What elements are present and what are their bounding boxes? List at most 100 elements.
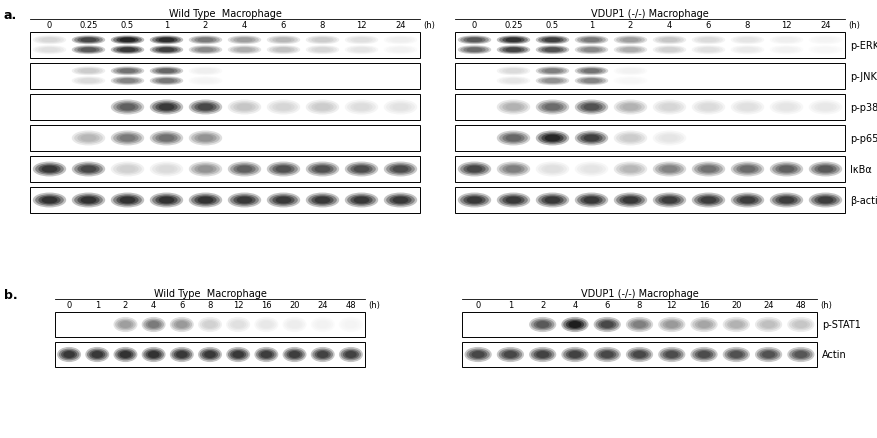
Ellipse shape <box>120 352 131 357</box>
Ellipse shape <box>82 70 96 73</box>
Ellipse shape <box>584 39 599 42</box>
Text: (h): (h) <box>423 21 435 30</box>
Ellipse shape <box>467 167 481 172</box>
Ellipse shape <box>192 79 219 84</box>
Ellipse shape <box>530 348 556 361</box>
Ellipse shape <box>288 351 302 358</box>
Ellipse shape <box>118 104 138 111</box>
Text: 6: 6 <box>604 300 610 309</box>
Ellipse shape <box>731 37 764 44</box>
Ellipse shape <box>42 49 57 52</box>
Text: 24: 24 <box>763 300 774 309</box>
Ellipse shape <box>312 39 333 43</box>
Ellipse shape <box>581 166 602 173</box>
Ellipse shape <box>702 167 716 172</box>
Ellipse shape <box>702 39 716 42</box>
Text: 0.25: 0.25 <box>504 21 523 30</box>
Ellipse shape <box>815 104 836 111</box>
Ellipse shape <box>116 350 135 360</box>
Ellipse shape <box>473 352 484 357</box>
Ellipse shape <box>624 167 638 172</box>
Ellipse shape <box>815 49 836 53</box>
Text: p-ERK: p-ERK <box>850 41 877 51</box>
Ellipse shape <box>231 165 258 175</box>
Ellipse shape <box>537 68 568 75</box>
Ellipse shape <box>459 37 490 44</box>
Ellipse shape <box>306 37 339 44</box>
Ellipse shape <box>118 79 138 84</box>
Ellipse shape <box>698 49 719 53</box>
Ellipse shape <box>663 321 681 328</box>
Ellipse shape <box>693 163 724 177</box>
Ellipse shape <box>538 69 566 74</box>
Ellipse shape <box>257 350 276 360</box>
Ellipse shape <box>660 49 680 53</box>
Ellipse shape <box>569 352 581 357</box>
Ellipse shape <box>537 37 568 44</box>
Ellipse shape <box>384 47 417 54</box>
Ellipse shape <box>384 163 417 177</box>
Ellipse shape <box>578 134 605 144</box>
Ellipse shape <box>461 165 488 175</box>
Ellipse shape <box>793 321 809 328</box>
Ellipse shape <box>153 195 180 205</box>
Text: 12: 12 <box>667 300 677 309</box>
Text: Actin: Actin <box>822 350 847 360</box>
Ellipse shape <box>584 136 599 141</box>
Text: 48: 48 <box>346 300 356 309</box>
Ellipse shape <box>545 198 560 203</box>
Ellipse shape <box>615 37 646 44</box>
Ellipse shape <box>270 102 297 113</box>
Ellipse shape <box>756 348 781 361</box>
Text: VDUP1 (-/-) Macrophage: VDUP1 (-/-) Macrophage <box>591 9 709 19</box>
Ellipse shape <box>695 165 722 175</box>
Ellipse shape <box>545 167 560 172</box>
Ellipse shape <box>624 70 638 73</box>
Ellipse shape <box>545 39 560 42</box>
Ellipse shape <box>114 48 141 53</box>
Ellipse shape <box>33 37 66 44</box>
Ellipse shape <box>780 39 794 42</box>
Ellipse shape <box>564 350 586 360</box>
Ellipse shape <box>581 135 602 142</box>
Ellipse shape <box>581 104 602 111</box>
Ellipse shape <box>198 80 213 83</box>
Ellipse shape <box>567 351 583 358</box>
Ellipse shape <box>538 165 566 175</box>
Ellipse shape <box>758 350 780 360</box>
Ellipse shape <box>537 47 568 54</box>
Ellipse shape <box>61 351 76 358</box>
Ellipse shape <box>629 350 651 360</box>
Ellipse shape <box>660 320 683 330</box>
Ellipse shape <box>306 47 339 54</box>
Ellipse shape <box>660 39 680 43</box>
Ellipse shape <box>624 49 638 52</box>
Ellipse shape <box>82 49 96 52</box>
Ellipse shape <box>393 39 408 42</box>
Ellipse shape <box>192 102 219 113</box>
Ellipse shape <box>506 198 521 203</box>
Ellipse shape <box>790 320 812 330</box>
Ellipse shape <box>118 321 132 328</box>
Text: 2: 2 <box>540 300 545 309</box>
Ellipse shape <box>203 321 217 328</box>
Ellipse shape <box>114 79 141 84</box>
Ellipse shape <box>620 166 641 173</box>
Bar <box>30 126 420 152</box>
Ellipse shape <box>393 198 408 203</box>
Ellipse shape <box>114 165 141 175</box>
Ellipse shape <box>771 47 802 54</box>
Ellipse shape <box>773 48 800 53</box>
Ellipse shape <box>542 79 563 84</box>
Ellipse shape <box>153 102 180 113</box>
Ellipse shape <box>170 348 193 361</box>
Ellipse shape <box>39 166 60 173</box>
Text: 1: 1 <box>588 21 594 30</box>
Ellipse shape <box>617 38 644 43</box>
Text: 1: 1 <box>95 300 100 309</box>
Ellipse shape <box>238 167 252 172</box>
Text: 2: 2 <box>203 21 208 30</box>
Ellipse shape <box>229 37 260 44</box>
Ellipse shape <box>599 351 616 358</box>
Ellipse shape <box>503 39 524 43</box>
